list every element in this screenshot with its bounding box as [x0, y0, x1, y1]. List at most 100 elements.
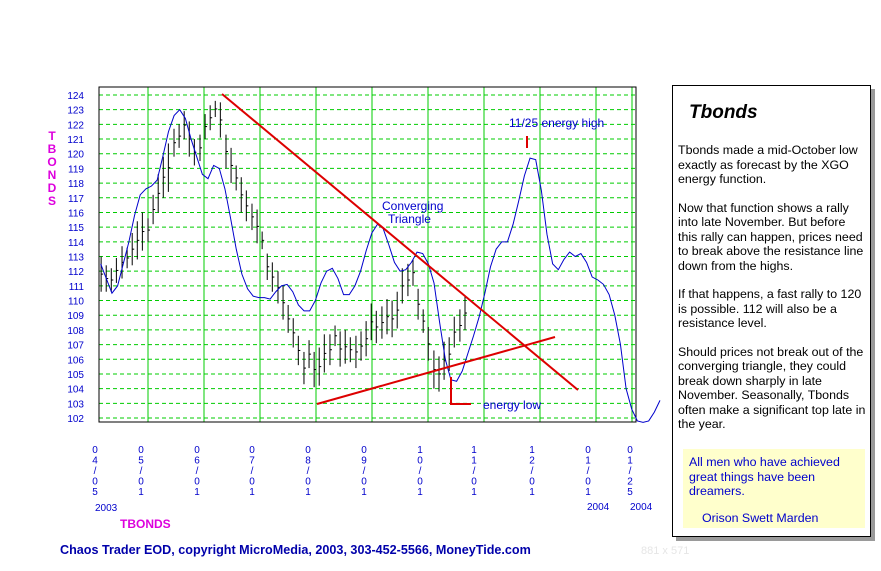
- y-tick-label: 108: [67, 326, 84, 337]
- y-tick-labels: 102 103 104 105 106 107 108 109 110 111 112 113 114 1…: [67, 91, 84, 425]
- x-tick-char: /: [251, 466, 254, 477]
- x-tick-char: 6: [194, 456, 200, 467]
- panel-title: Tbonds: [689, 102, 758, 123]
- y-tick-label: 106: [67, 355, 84, 366]
- y-tick-label: 104: [67, 385, 84, 396]
- y-tick-label: 114: [68, 238, 84, 249]
- x-tick-char: 0: [585, 445, 591, 456]
- converging-annotation-line: Triangle: [388, 212, 431, 226]
- x-tick-char: 1: [529, 445, 535, 456]
- x-tick-char: 0: [194, 445, 200, 456]
- panel-paragraph: Should prices not break out of the conve…: [678, 344, 866, 432]
- year-label-2004-a: 2004: [587, 502, 610, 513]
- x-tick-char: 0: [249, 445, 255, 456]
- x-tick-char: 1: [471, 456, 477, 467]
- x-tick-char: /: [140, 466, 143, 477]
- x-tick-char: 5: [138, 456, 144, 467]
- panel-paragraph: Now that function shows a rally into lat…: [678, 200, 864, 273]
- panel-body: Tbonds made a mid-October low exactly as…: [678, 143, 868, 446]
- x-tick-char: 0: [529, 477, 535, 488]
- x-tick-char: 0: [305, 477, 311, 488]
- y-tick-label: 124: [67, 91, 84, 102]
- converging-annotation-line: Converging: [382, 199, 443, 213]
- x-tick-char: 0: [417, 477, 423, 488]
- x-tick-char: 1: [417, 487, 423, 498]
- x-tick-char: 1: [627, 456, 633, 467]
- y-tick-label: 118: [68, 179, 84, 190]
- x-tick-char: /: [629, 466, 632, 477]
- y-axis-label-char: D: [48, 181, 57, 195]
- support-line: [316, 336, 556, 405]
- x-tick-char: 2: [627, 477, 633, 488]
- energy-high-annotation: 11/25 energy high: [509, 116, 604, 130]
- chart-grid: [99, 87, 636, 422]
- x-tick-char: 9: [361, 456, 367, 467]
- x-tick-char: /: [587, 466, 590, 477]
- y-axis-label-char: O: [47, 155, 56, 169]
- price-bars: [100, 100, 467, 392]
- y-tick-label: 116: [68, 208, 84, 219]
- x-tick-char: 1: [194, 487, 200, 498]
- x-tick-char: 0: [585, 477, 591, 488]
- y-tick-label: 105: [67, 370, 84, 381]
- y-tick-label: 112: [68, 267, 84, 278]
- y-tick-label: 109: [67, 311, 84, 322]
- panel-paragraph: Tbonds made a mid-October low exactly as…: [678, 143, 858, 186]
- x-tick-char: /: [419, 466, 422, 477]
- x-tick-char: 1: [471, 445, 477, 456]
- x-tick-char: 1: [361, 487, 367, 498]
- x-tick-char: 0: [138, 445, 144, 456]
- x-tick-char: 5: [627, 487, 633, 498]
- x-tick-char: 1: [417, 445, 423, 456]
- y-tick-label: 113: [68, 253, 84, 264]
- y-tick-label: 110: [68, 297, 84, 308]
- x-tick-char: 7: [249, 456, 255, 467]
- x-tick-char: 0: [305, 445, 311, 456]
- x-tick-char: 0: [249, 477, 255, 488]
- trend-lines: [221, 93, 579, 405]
- x-tick-char: 1: [305, 487, 311, 498]
- x-tick-char: 0: [138, 477, 144, 488]
- x-tick-char: 0: [92, 477, 98, 488]
- y-tick-label: 103: [67, 399, 84, 410]
- panel-paragraph: If that happens, a fast rally to 120 is …: [678, 287, 862, 330]
- y-axis-label-char: B: [48, 142, 57, 156]
- x-tick-char: 0: [92, 445, 98, 456]
- energy-low-annotation: energy low: [483, 398, 541, 412]
- x-tick-labels: 04/0505/0106/0107/0108/0109/0110/0111/01…: [92, 445, 633, 498]
- x-tick-char: 0: [361, 477, 367, 488]
- x-tick-char: 0: [361, 445, 367, 456]
- x-tick-char: 1: [585, 487, 591, 498]
- converging-triangle-annotation: Converging Triangle: [382, 199, 443, 226]
- dimensions-label: 881 x 571: [641, 545, 690, 557]
- y-axis-label-char: T: [48, 129, 56, 143]
- y-axis-label-char: S: [48, 194, 56, 208]
- y-tick-label: 111: [69, 282, 85, 293]
- x-tick-char: 1: [249, 487, 255, 498]
- x-tick-char: 1: [471, 487, 477, 498]
- x-tick-char: 0: [627, 445, 633, 456]
- quote-author: Orison Swett Marden: [702, 511, 819, 525]
- x-tick-char: /: [531, 466, 534, 477]
- resistance-line: [221, 93, 579, 391]
- x-tick-char: 0: [194, 477, 200, 488]
- x-tick-char: 1: [138, 487, 144, 498]
- y-tick-label: 107: [67, 341, 84, 352]
- quote-box: All men who have achieved great things h…: [683, 449, 865, 528]
- y-axis-label-char: N: [48, 168, 57, 182]
- x-tick-char: 1: [529, 487, 535, 498]
- y-tick-label: 102: [67, 414, 84, 425]
- x-tick-char: /: [196, 466, 199, 477]
- energy-low-marker: [450, 377, 471, 405]
- y-tick-label: 117: [68, 194, 84, 205]
- commentary-panel: Tbonds Tbonds made a mid-October low exa…: [672, 85, 871, 537]
- x-tick-char: /: [473, 466, 476, 477]
- x-tick-char: 0: [417, 456, 423, 467]
- y-tick-label: 122: [67, 120, 84, 131]
- y-tick-label: 123: [67, 106, 84, 117]
- y-tick-label: 115: [68, 223, 84, 234]
- y-tick-label: 121: [67, 135, 84, 146]
- x-tick-char: /: [94, 466, 97, 477]
